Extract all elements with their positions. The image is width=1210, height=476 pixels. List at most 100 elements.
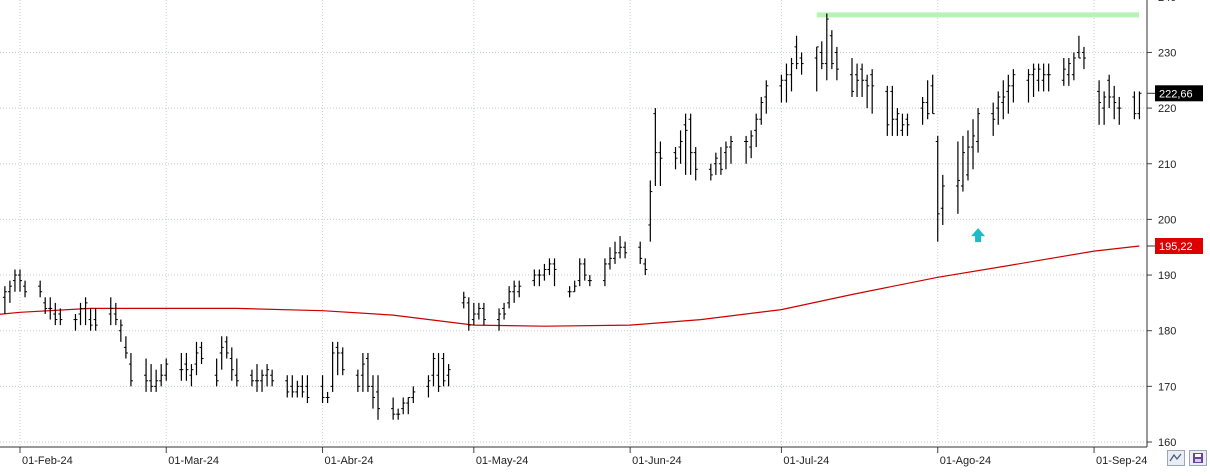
ohlc-bar	[728, 135, 733, 164]
x-tick-label: 01-Sep-24	[1096, 455, 1147, 467]
ohlc-bar	[1066, 58, 1071, 86]
chart-settings-button[interactable]	[1167, 450, 1185, 466]
ohlc-bar	[1001, 80, 1006, 120]
ohlc-bar	[799, 52, 804, 75]
ohlc-bar	[587, 275, 592, 287]
ohlc-bar	[708, 163, 713, 181]
axes-layer: 160 170 180 190 200 210 220 230 240 01-Feb-24 01-M…	[0, 0, 1203, 467]
plot-background	[0, 0, 1147, 447]
ohlc-bar	[38, 280, 43, 298]
ohlc-bar	[7, 280, 12, 303]
last-price-badge-bg	[1155, 85, 1203, 102]
ohlc-bar	[693, 147, 698, 181]
ohlc-bar	[229, 347, 234, 381]
ohlc-bar	[784, 63, 789, 103]
ohlc-bar	[971, 119, 976, 170]
ohlc-bar	[925, 80, 930, 120]
ohlc-bar	[320, 375, 325, 404]
ohlc-bar	[567, 286, 572, 298]
ohlc-bar	[58, 308, 63, 326]
ohlc-bar	[754, 113, 759, 148]
ohlc-bar	[270, 369, 275, 387]
ohlc-bar	[1041, 63, 1046, 92]
ohlc-bar	[325, 391, 330, 404]
ohlc-bar	[870, 69, 875, 114]
ohlc-bar	[829, 30, 834, 70]
ohlc-bar	[824, 13, 829, 81]
ohlc-bar	[214, 358, 219, 387]
ohlc-bar	[744, 135, 749, 164]
ohlc-bar	[638, 241, 643, 264]
ohlc-bar	[582, 258, 587, 281]
ohlc-bar	[48, 297, 53, 320]
ohlc-bar	[764, 80, 769, 114]
ohlc-bar	[1036, 63, 1041, 92]
ohlc-bar	[481, 302, 486, 326]
ohlc-bar	[643, 258, 648, 276]
ohlc-bar	[552, 258, 557, 287]
ohlc-bar	[335, 341, 340, 376]
ohlc-bar	[118, 319, 123, 342]
moving-average-layer	[0, 245, 1140, 327]
ohlc-bar	[123, 336, 128, 359]
ohlc-bar	[365, 352, 370, 392]
ohlc-bar	[184, 352, 189, 381]
ohlc-bar	[285, 375, 290, 398]
ohlc-bar	[436, 352, 441, 392]
x-tick-label: 01-Abr-24	[325, 455, 374, 467]
ohlc-bar	[497, 308, 502, 331]
ohlc-bar	[955, 141, 960, 214]
ohlc-bar	[658, 141, 663, 187]
ohlc-bar	[290, 375, 295, 398]
ohlc-bar	[819, 41, 824, 70]
x-tick-label: 01-Feb-24	[22, 455, 73, 467]
ohlc-bar	[396, 408, 401, 420]
ohlc-bar	[360, 352, 365, 392]
ohlc-bar	[542, 263, 547, 281]
ohlc-bar	[194, 341, 199, 376]
ohlc-bar	[78, 302, 83, 326]
ohlc-bar	[834, 46, 839, 81]
ohlc-bar	[83, 297, 88, 326]
ohlc-bar	[900, 113, 905, 136]
ohlc-bar	[1112, 85, 1117, 120]
price-bars-layer	[2, 13, 1142, 420]
ohlc-bar	[401, 397, 406, 415]
last-price-badge: 222,66	[1159, 88, 1193, 100]
save-chart-button[interactable]	[1189, 450, 1207, 466]
ohlc-bar	[814, 46, 819, 92]
ohlc-bar	[1011, 69, 1016, 103]
ohlc-bar	[426, 375, 431, 398]
grid-lines	[0, 0, 1147, 447]
ohlc-bar	[537, 269, 542, 287]
ohlc-bar	[376, 375, 381, 420]
ohlc-bar	[446, 364, 451, 387]
ohlc-bar	[577, 258, 582, 287]
y-tick-label: 180	[1158, 326, 1176, 338]
ohlc-bar	[1107, 74, 1112, 109]
ohlc-bar	[1061, 58, 1066, 86]
ohlc-bar	[749, 130, 754, 159]
ohlc-bar	[159, 364, 164, 387]
ohlc-bar	[234, 358, 239, 387]
zigzag-icon	[1169, 453, 1182, 462]
ohlc-bar	[673, 147, 678, 170]
moving-average-badge: 195,22	[1159, 241, 1193, 253]
ohlc-bar	[340, 347, 345, 376]
ohlc-bar	[411, 386, 416, 404]
ohlc-bar	[991, 102, 996, 136]
ohlc-bar	[688, 113, 693, 175]
ohlc-bar	[224, 336, 229, 359]
ohlc-bar	[1117, 96, 1122, 125]
y-tick-label: 230	[1158, 47, 1176, 59]
annotation-layer	[971, 228, 986, 243]
ohlc-bar	[370, 375, 375, 409]
ohlc-bar	[794, 35, 799, 70]
ohlc-bar	[1006, 74, 1011, 114]
x-tick-label: 01-Ago-24	[940, 455, 991, 467]
ohlc-bar	[718, 147, 723, 175]
ohlc-bar	[965, 130, 970, 181]
ohlc-bar	[1097, 80, 1102, 125]
ohlc-bar	[1076, 35, 1081, 59]
